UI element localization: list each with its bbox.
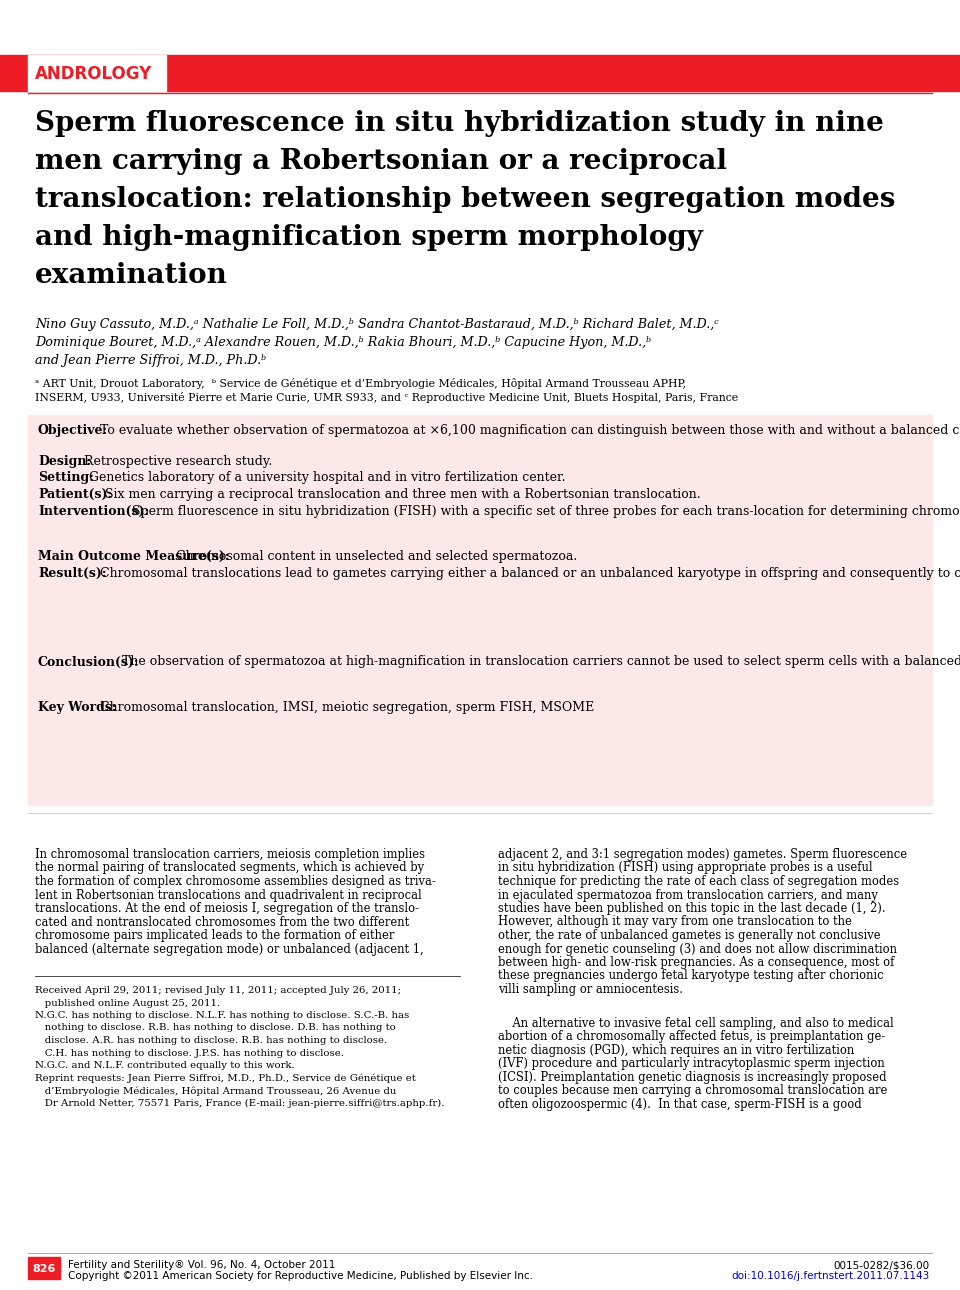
Text: Retrospective research study.: Retrospective research study. xyxy=(76,455,272,468)
Text: in ejaculated spermatozoa from translocation carriers, and many: in ejaculated spermatozoa from transloca… xyxy=(498,889,877,902)
Text: Dr Arnold Netter, 75571 Paris, France (E-mail: jean-pierre.siffri@trs.aphp.fr).: Dr Arnold Netter, 75571 Paris, France (E… xyxy=(35,1099,444,1108)
Text: these pregnancies undergo fetal karyotype testing after chorionic: these pregnancies undergo fetal karyotyp… xyxy=(498,970,883,983)
Text: An alternative to invasive fetal cell sampling, and also to medical: An alternative to invasive fetal cell sa… xyxy=(498,1017,894,1029)
Text: the formation of complex chromosome assemblies designed as triva-: the formation of complex chromosome asse… xyxy=(35,875,436,888)
Text: Sperm fluorescence in situ hybridization (FISH) with a specific set of three pro: Sperm fluorescence in situ hybridization… xyxy=(125,504,960,517)
Text: Copyright ©2011 American Society for Reproductive Medicine, Published by Elsevie: Copyright ©2011 American Society for Rep… xyxy=(68,1271,533,1281)
Text: men carrying a Robertsonian or a reciprocal: men carrying a Robertsonian or a recipro… xyxy=(35,148,727,175)
Text: published online August 25, 2011.: published online August 25, 2011. xyxy=(35,998,220,1007)
Text: Objective:: Objective: xyxy=(38,424,108,437)
Text: Design:: Design: xyxy=(38,455,91,468)
Text: between high- and low-risk pregnancies. As a consequence, most of: between high- and low-risk pregnancies. … xyxy=(498,956,895,969)
Text: often oligozoospermic (4).  In that case, sperm-FISH is a good: often oligozoospermic (4). In that case,… xyxy=(498,1098,862,1111)
Text: nothing to disclose. R.B. has nothing to disclose. D.B. has nothing to: nothing to disclose. R.B. has nothing to… xyxy=(35,1023,396,1032)
Text: the normal pairing of translocated segments, which is achieved by: the normal pairing of translocated segme… xyxy=(35,862,424,875)
Text: Setting:: Setting: xyxy=(38,472,94,485)
Text: 826: 826 xyxy=(33,1264,56,1275)
Text: Main Outcome Measure(s):: Main Outcome Measure(s): xyxy=(38,550,229,562)
Text: INSERM, U933, Université Pierre et Marie Curie, UMR S933, and ᶜ Reproductive Med: INSERM, U933, Université Pierre et Marie… xyxy=(35,392,738,402)
Bar xyxy=(0,55,960,92)
Text: Conclusion(s):: Conclusion(s): xyxy=(38,655,139,668)
Text: To evaluate whether observation of spermatozoa at ×6,100 magnification can disti: To evaluate whether observation of sperm… xyxy=(92,424,960,437)
Text: Six men carrying a reciprocal translocation and three men with a Robertsonian tr: Six men carrying a reciprocal translocat… xyxy=(97,488,701,501)
Text: However, although it may vary from one translocation to the: However, although it may vary from one t… xyxy=(498,916,852,929)
Text: examination: examination xyxy=(35,262,228,289)
Text: Reprint requests: Jean Pierre Siffroi, M.D., Ph.D., Service de Génétique et: Reprint requests: Jean Pierre Siffroi, M… xyxy=(35,1073,416,1084)
Text: Result(s):: Result(s): xyxy=(38,566,107,579)
Text: chromosome pairs implicated leads to the formation of either: chromosome pairs implicated leads to the… xyxy=(35,929,395,942)
Text: adjacent 2, and 3:1 segregation modes) gametes. Sperm fluorescence: adjacent 2, and 3:1 segregation modes) g… xyxy=(498,848,907,860)
Text: Fertility and Sterility® Vol. 96, No. 4, October 2011: Fertility and Sterility® Vol. 96, No. 4,… xyxy=(68,1260,335,1269)
Text: technique for predicting the rate of each class of segregation modes: technique for predicting the rate of eac… xyxy=(498,875,900,888)
Text: Genetics laboratory of a university hospital and in vitro fertilization center.: Genetics laboratory of a university hosp… xyxy=(82,472,565,485)
Text: C.H. has nothing to disclose. J.P.S. has nothing to disclose.: C.H. has nothing to disclose. J.P.S. has… xyxy=(35,1049,344,1058)
Bar xyxy=(28,1256,60,1278)
Text: Sperm fluorescence in situ hybridization study in nine: Sperm fluorescence in situ hybridization… xyxy=(35,110,884,137)
Bar xyxy=(28,415,932,805)
Text: and Jean Pierre Siffroi, M.D., Ph.D.ᵇ: and Jean Pierre Siffroi, M.D., Ph.D.ᵇ xyxy=(35,353,266,366)
Text: Chromosomal translocations lead to gametes carrying either a balanced or an unba: Chromosomal translocations lead to gamet… xyxy=(92,566,960,579)
Text: Received April 29, 2011; revised July 11, 2011; accepted July 26, 2011;: Received April 29, 2011; revised July 11… xyxy=(35,986,401,995)
Text: translocation: relationship between segregation modes: translocation: relationship between segr… xyxy=(35,186,896,213)
Text: In chromosomal translocation carriers, meiosis completion implies: In chromosomal translocation carriers, m… xyxy=(35,848,425,860)
Text: Chromosomal content in unselected and selected spermatozoa.: Chromosomal content in unselected and se… xyxy=(168,550,577,562)
Text: and high-magnification sperm morphology: and high-magnification sperm morphology xyxy=(35,224,703,252)
Text: to couples because men carrying a chromosomal translocation are: to couples because men carrying a chromo… xyxy=(498,1085,887,1098)
Text: (ICSI). Preimplantation genetic diagnosis is increasingly proposed: (ICSI). Preimplantation genetic diagnosi… xyxy=(498,1071,887,1084)
Text: (IVF) procedure and particularly intracytoplasmic sperm injection: (IVF) procedure and particularly intracy… xyxy=(498,1058,885,1071)
Text: Patient(s):: Patient(s): xyxy=(38,488,112,501)
Text: enough for genetic counseling (3) and does not allow discrimination: enough for genetic counseling (3) and do… xyxy=(498,943,897,956)
Text: Nino Guy Cassuto, M.D.,ᵃ Nathalie Le Foll, M.D.,ᵇ Sandra Chantot-Bastaraud, M.D.: Nino Guy Cassuto, M.D.,ᵃ Nathalie Le Fol… xyxy=(35,319,719,332)
Text: Dominique Bouret, M.D.,ᵃ Alexandre Rouen, M.D.,ᵇ Rakia Bhouri, M.D.,ᵇ Capucine H: Dominique Bouret, M.D.,ᵃ Alexandre Rouen… xyxy=(35,335,651,350)
Text: abortion of a chromosomally affected fetus, is preimplantation ge-: abortion of a chromosomally affected fet… xyxy=(498,1031,885,1044)
Text: in situ hybridization (FISH) using appropriate probes is a useful: in situ hybridization (FISH) using appro… xyxy=(498,862,873,875)
Text: Chromosomal translocation, IMSI, meiotic segregation, sperm FISH, MSOME: Chromosomal translocation, IMSI, meiotic… xyxy=(92,700,594,713)
Text: other, the rate of unbalanced gametes is generally not conclusive: other, the rate of unbalanced gametes is… xyxy=(498,929,880,942)
Text: N.G.C. has nothing to disclose. N.L.F. has nothing to disclose. S.C.-B. has: N.G.C. has nothing to disclose. N.L.F. h… xyxy=(35,1011,409,1020)
Text: ANDROLOGY: ANDROLOGY xyxy=(35,64,153,83)
Text: lent in Robertsonian translocations and quadrivalent in reciprocal: lent in Robertsonian translocations and … xyxy=(35,889,421,902)
Text: Intervention(s):: Intervention(s): xyxy=(38,504,149,517)
Text: villi sampling or amniocentesis.: villi sampling or amniocentesis. xyxy=(498,983,683,996)
Text: ᵃ ART Unit, Drouot Laboratory,  ᵇ Service de Génétique et d’Embryologie Médicale: ᵃ ART Unit, Drouot Laboratory, ᵇ Service… xyxy=(35,378,686,390)
Text: disclose. A.R. has nothing to disclose. R.B. has nothing to disclose.: disclose. A.R. has nothing to disclose. … xyxy=(35,1036,387,1045)
Text: translocations. At the end of meiosis I, segregation of the translo-: translocations. At the end of meiosis I,… xyxy=(35,902,419,915)
Text: The observation of spermatozoa at high-magnification in translocation carriers c: The observation of spermatozoa at high-m… xyxy=(113,655,960,668)
Text: netic diagnosis (PGD), which requires an in vitro fertilization: netic diagnosis (PGD), which requires an… xyxy=(498,1044,854,1057)
Text: studies have been published on this topic in the last decade (1, 2).: studies have been published on this topi… xyxy=(498,902,886,915)
Text: cated and nontranslocated chromosomes from the two different: cated and nontranslocated chromosomes fr… xyxy=(35,916,409,929)
Text: doi:10.1016/j.fertnstert.2011.07.1143: doi:10.1016/j.fertnstert.2011.07.1143 xyxy=(732,1271,930,1281)
Text: Key Words:: Key Words: xyxy=(38,700,116,713)
Text: balanced (alternate segregation mode) or unbalanced (adjacent 1,: balanced (alternate segregation mode) or… xyxy=(35,943,423,956)
Bar xyxy=(28,55,166,92)
Text: d’Embryologie Médicales, Hôpital Armand Trousseau, 26 Avenue du: d’Embryologie Médicales, Hôpital Armand … xyxy=(35,1086,396,1095)
Text: N.G.C. and N.L.F. contributed equally to this work.: N.G.C. and N.L.F. contributed equally to… xyxy=(35,1060,295,1069)
Text: 0015-0282/$36.00: 0015-0282/$36.00 xyxy=(834,1260,930,1269)
